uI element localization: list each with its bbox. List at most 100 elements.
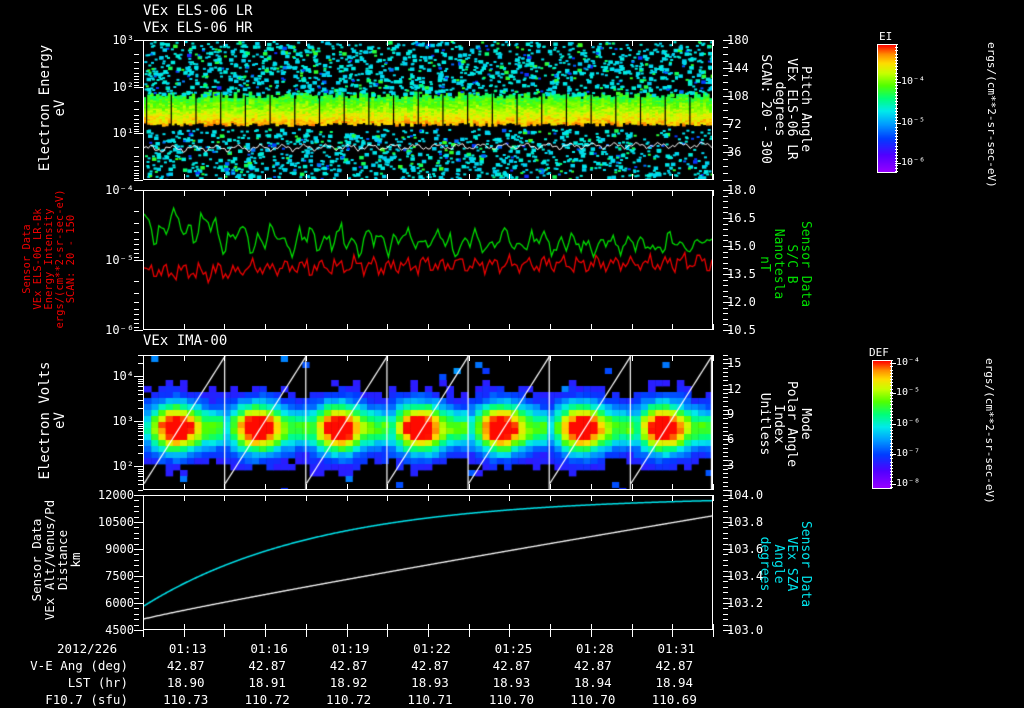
- ytick-minor: [134, 608, 139, 610]
- ytick-minor: [723, 82, 728, 83]
- tick-x-top-9: [509, 495, 511, 501]
- ytick-minor: [723, 500, 728, 502]
- tick-x-bot-0: [143, 174, 144, 180]
- ytick-minor: [138, 407, 143, 409]
- tick-x-top-4: [305, 40, 307, 46]
- tick-x-bot-0: [143, 324, 144, 330]
- panel2-plot-area[interactable]: [143, 190, 713, 330]
- ytick-minor: [134, 131, 139, 133]
- table-row-label-2: F10.7 (sfu): [45, 692, 128, 707]
- ytick-minor: [723, 285, 728, 287]
- tick-x-top-9: [509, 40, 511, 46]
- ytick-minor: [723, 206, 728, 208]
- ytick-minor: [723, 103, 728, 104]
- ytick-minor: [723, 405, 728, 407]
- ytick-minor: [134, 314, 139, 316]
- colorbar-def[interactable]: [872, 360, 892, 489]
- colorbar-tickmark: [895, 163, 901, 165]
- ytick-minor: [723, 505, 728, 507]
- table-row-label-1: LST (hr): [67, 675, 128, 690]
- tick-x-top-10: [550, 40, 552, 46]
- colorbar-minor-tick: [890, 366, 893, 368]
- ytick-minor: [138, 394, 143, 396]
- tick-x-top-0: [143, 495, 144, 501]
- colorbar-minor-tick: [895, 123, 898, 125]
- tick-x-top-6: [387, 355, 389, 361]
- ytick-minor: [138, 431, 143, 433]
- colorbar-minor-tick: [895, 129, 898, 131]
- colorbar-minor-tick: [890, 401, 893, 403]
- colorbar-minor-tick: [890, 474, 893, 476]
- colorbar-minor-tick: [895, 139, 898, 141]
- tick-x-bot-7: [428, 174, 429, 180]
- ytick-minor: [723, 516, 728, 518]
- tick-x-top-2: [224, 190, 226, 196]
- ytick-minor: [723, 495, 728, 496]
- axis-tick-bottom-0: [143, 630, 144, 637]
- tick-x-bot-9: [509, 324, 511, 330]
- tick-x-top-14: [713, 190, 714, 196]
- ytick-minor: [723, 251, 728, 253]
- ytick-minor: [138, 476, 143, 478]
- table-cell-0-0: 42.87: [166, 658, 205, 673]
- tick-x-bot-8: [468, 324, 470, 330]
- ytick-minor: [723, 145, 728, 146]
- ytick-minor: [134, 172, 139, 174]
- ytick-minor: [723, 384, 728, 386]
- ytick-minor: [134, 84, 139, 86]
- colorbar-minor-tick: [895, 126, 898, 128]
- panel4-ytick-left-2: 9000: [105, 542, 134, 556]
- colorbar-minor-tick: [890, 448, 893, 450]
- panel1-plot-area[interactable]: [143, 40, 713, 180]
- panel2-ytick-right-1: 16.5: [727, 211, 756, 225]
- colorbar-minor-tick: [895, 85, 898, 87]
- axis-tick-bottom-8: [468, 630, 470, 637]
- tick-x-top-8: [468, 190, 470, 196]
- ytick-minor: [134, 308, 139, 310]
- tick-x-bot-1: [183, 484, 185, 490]
- ytick-minor: [723, 371, 728, 373]
- table-cell-0-2: 42.87: [329, 658, 368, 673]
- table-cell-2-3: 110.71: [407, 692, 453, 707]
- colorbar-minor-tick: [895, 104, 898, 106]
- tick-x-top-3: [265, 495, 267, 501]
- colorbar-minor-tick: [890, 477, 893, 479]
- colorbar-minor-tick: [890, 385, 893, 387]
- tick-x-bot-11: [590, 624, 592, 630]
- ytick-minor: [723, 47, 728, 48]
- panel4-ytick-left-1: 10500: [97, 515, 134, 529]
- colorbar-minor-tick: [895, 110, 898, 112]
- tick-x-bot-12: [631, 324, 633, 330]
- colorbar-minor-tick: [895, 167, 898, 169]
- colorbar-minor-tick: [895, 161, 898, 163]
- panel4-ytick-right-0: 104.0: [727, 488, 764, 502]
- panel3-plot-area[interactable]: [143, 355, 713, 490]
- table-cell-2-0: 110.73: [163, 692, 209, 707]
- table-cell-0-6: 42.87: [655, 658, 694, 673]
- ytick-minor: [134, 147, 139, 149]
- colorbar-ei[interactable]: [877, 44, 897, 173]
- ytick-minor: [134, 256, 139, 258]
- panel4-ytick-left-5: 4500: [105, 623, 134, 637]
- ytick-minor: [134, 538, 139, 540]
- colorbar-minor-tick: [895, 132, 898, 134]
- ytick-minor: [723, 592, 728, 594]
- tick-x-bot-7: [428, 484, 429, 490]
- colorbar-minor-tick: [895, 56, 898, 58]
- panel4-plot-area[interactable]: [143, 495, 713, 630]
- ytick-minor: [723, 279, 728, 281]
- colorbar-minor-tick: [895, 142, 898, 144]
- colorbar-tickmark: [890, 423, 896, 425]
- tick-x-top-0: [143, 355, 144, 361]
- tick-x-bot-5: [346, 324, 348, 330]
- ytick-minor: [723, 307, 728, 309]
- tick-x-bot-5: [346, 484, 348, 490]
- axis-tick-bottom-10: [550, 630, 552, 637]
- ytick-minor: [723, 173, 728, 174]
- ytick-minor: [723, 240, 728, 242]
- colorbar-minor-tick: [890, 407, 893, 409]
- table-time-4: 01:25: [494, 641, 533, 656]
- ytick-minor: [723, 89, 728, 90]
- colorbar-DEF-tick-2: 10⁻⁶: [896, 417, 921, 429]
- tick-x-top-12: [631, 495, 633, 501]
